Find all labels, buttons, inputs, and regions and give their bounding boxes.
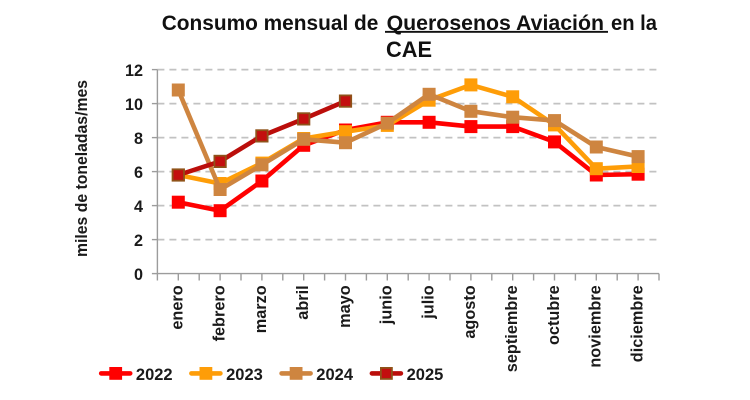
svg-text:septiembre: septiembre [503,285,521,372]
svg-text:10: 10 [125,96,143,114]
svg-text:julio: julio [419,285,437,320]
svg-text:noviembre: noviembre [587,285,605,367]
svg-text:6: 6 [134,164,143,182]
svg-text:junio: junio [378,285,396,325]
svg-text:en la: en la [611,12,657,35]
svg-text:2025: 2025 [407,366,444,384]
svg-text:2022: 2022 [136,366,173,384]
svg-text:enero: enero [169,285,187,329]
svg-text:miles de toneladas/mes: miles de toneladas/mes [72,80,91,257]
svg-text:2024: 2024 [316,366,354,384]
svg-text:8: 8 [134,130,143,148]
svg-text:octubre: octubre [545,285,563,345]
svg-text:Querosenos Aviación: Querosenos Aviación [387,12,604,35]
svg-text:0: 0 [134,266,143,284]
svg-text:febrero: febrero [210,285,228,341]
svg-text:CAE: CAE [386,37,432,62]
svg-text:Consumo mensual de: Consumo mensual de [162,12,379,35]
svg-text:diciembre: diciembre [628,285,646,362]
svg-text:4: 4 [134,198,143,216]
svg-text:abril: abril [294,285,312,319]
svg-text:2023: 2023 [226,366,263,384]
svg-text:marzo: marzo [252,285,270,333]
svg-text:2: 2 [134,232,143,250]
svg-text:agosto: agosto [461,285,479,338]
svg-text:12: 12 [125,62,143,80]
svg-text:mayo: mayo [336,285,354,328]
